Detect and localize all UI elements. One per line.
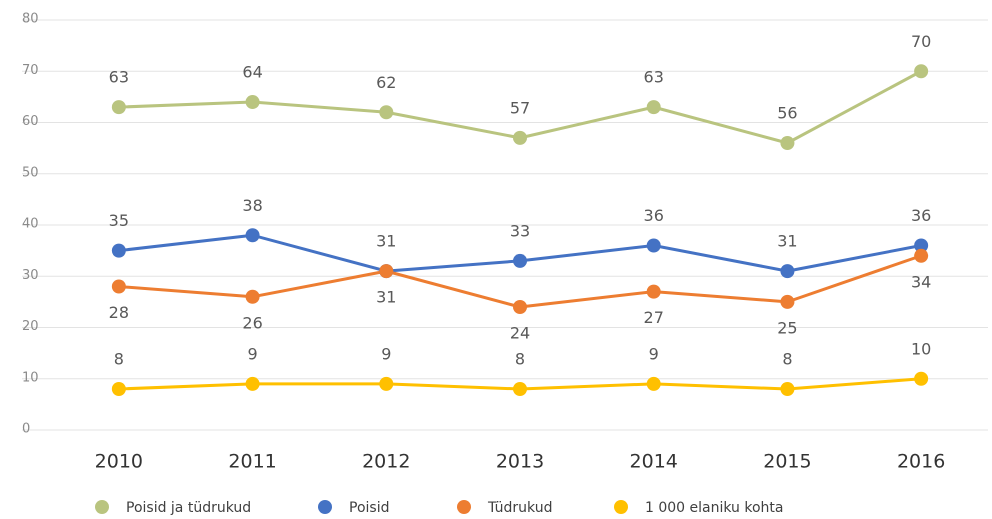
legend-marker (95, 500, 109, 514)
y-tick-label: 20 (22, 319, 39, 334)
marker (112, 382, 126, 396)
y-tick-label: 10 (22, 370, 39, 385)
x-tick-label: 2014 (630, 451, 678, 473)
marker (780, 295, 794, 309)
data-label: 31 (777, 232, 797, 251)
data-label: 8 (114, 350, 124, 369)
y-tick-label: 50 (22, 165, 39, 180)
data-label: 57 (510, 98, 530, 117)
data-label: 38 (242, 196, 262, 215)
data-label: 36 (644, 206, 664, 225)
marker (914, 64, 928, 78)
data-label: 8 (782, 350, 792, 369)
legend-label: Tüdrukud (487, 500, 552, 516)
marker (513, 131, 527, 145)
data-label: 56 (777, 104, 797, 123)
x-tick-label: 2015 (763, 451, 811, 473)
x-tick-label: 2012 (362, 451, 410, 473)
marker (914, 249, 928, 263)
marker (513, 382, 527, 396)
marker (246, 228, 260, 242)
data-label: 9 (381, 344, 391, 363)
legend-marker (457, 500, 471, 514)
data-label: 63 (644, 68, 664, 87)
marker (246, 290, 260, 304)
marker (112, 244, 126, 258)
y-tick-label: 40 (22, 217, 39, 232)
x-tick-label: 2016 (897, 451, 945, 473)
marker (780, 382, 794, 396)
y-tick-label: 30 (22, 268, 39, 283)
data-label: 36 (911, 206, 931, 225)
marker (647, 239, 661, 253)
marker (647, 100, 661, 114)
data-label: 35 (109, 211, 129, 230)
data-label: 26 (242, 313, 262, 332)
y-tick-label: 60 (22, 114, 39, 129)
data-label: 9 (247, 344, 257, 363)
x-tick-label: 2013 (496, 451, 544, 473)
y-tick-label: 80 (22, 12, 39, 27)
legend-label: Poisid (349, 500, 389, 516)
marker (513, 300, 527, 314)
marker (914, 372, 928, 386)
marker (112, 280, 126, 294)
marker (780, 264, 794, 278)
data-label: 27 (644, 308, 664, 327)
data-label: 9 (649, 344, 659, 363)
marker (379, 264, 393, 278)
data-label: 24 (510, 324, 530, 343)
chart: 0 10 20 30 40 50 60 70 80 2010 2011 2012 2013 2014 201… (0, 0, 992, 519)
legend-marker (614, 500, 628, 514)
data-label: 25 (777, 318, 797, 337)
marker (513, 254, 527, 268)
x-tick-label: 2010 (95, 451, 143, 473)
legend-label: 1 000 elaniku kohta (645, 500, 784, 516)
marker (379, 377, 393, 391)
data-label: 34 (911, 272, 931, 291)
x-tick-label: 2011 (228, 451, 276, 473)
y-tick-label: 0 (22, 422, 30, 437)
data-label: 33 (510, 221, 530, 240)
data-label: 63 (109, 68, 129, 87)
data-label: 8 (515, 350, 525, 369)
marker (246, 95, 260, 109)
data-label: 64 (242, 63, 262, 82)
marker (112, 100, 126, 114)
legend-marker (318, 500, 332, 514)
data-label: 10 (911, 339, 931, 358)
marker (246, 377, 260, 391)
data-label: 70 (911, 32, 931, 51)
y-tick-label: 70 (22, 63, 39, 78)
data-label: 31 (376, 232, 396, 251)
marker (379, 105, 393, 119)
data-label: 62 (376, 73, 396, 92)
data-label: 31 (376, 288, 396, 307)
marker (647, 377, 661, 391)
marker (780, 136, 794, 150)
marker (647, 285, 661, 299)
legend-label: Poisid ja tüdrukud (126, 500, 251, 516)
data-label: 28 (109, 303, 129, 322)
